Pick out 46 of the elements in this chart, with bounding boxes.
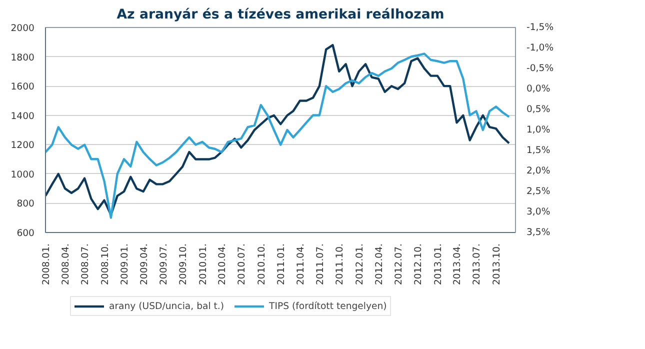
y2-tick-label: 3,5% (526, 227, 550, 238)
y2-tick-label: 0,5% (526, 104, 550, 115)
x-tick-label: 2009.10. (178, 243, 190, 286)
chart-title: Az aranyár és a tízéves amerikai reálhozam (116, 8, 444, 22)
x-tick-label: 2011.01. (276, 243, 288, 286)
y2-tick-label: 1,5% (526, 145, 550, 156)
y2-tick-label: 3,0% (526, 206, 550, 218)
x-tick-label: 2010.07. (236, 243, 248, 286)
x-tick-label: 2009.07. (158, 243, 170, 286)
legend-label: TIPS (fordított tengelyen) (269, 300, 387, 312)
y2-tick-label: -0,5% (526, 63, 554, 74)
x-tick-label: 2009.01. (120, 243, 131, 286)
x-tick-label: 2012.07. (393, 243, 404, 286)
x-tick-label: 2010.04. (217, 243, 228, 286)
y-tick-label: 800 (16, 198, 35, 210)
x-tick-label: 2013.10. (491, 243, 502, 286)
x-tick-label: 2013.04. (452, 243, 464, 286)
x-tick-label: 2008.10. (100, 243, 111, 286)
y-tick-label: 1800 (10, 52, 35, 64)
x-tick-label: 2011.07. (314, 243, 326, 286)
y-tick-label: 2000 (10, 23, 35, 34)
y-tick-label: 600 (16, 228, 35, 239)
x-tick-label: 2011.10. (334, 243, 346, 286)
x-tick-label: 2010.10. (256, 243, 268, 286)
y2-tick-label: 2,5% (526, 186, 550, 197)
x-tick-label: 2013.01. (432, 243, 444, 286)
y2-tick-label: 2,0% (526, 166, 550, 176)
y2-tick-label: -1,5% (526, 22, 554, 33)
y2-tick-label: 1,0% (526, 124, 550, 136)
x-tick-label: 2009.04. (138, 243, 150, 286)
x-tick-label: 2013.07. (472, 243, 483, 286)
y-tick-label: 1000 (10, 169, 35, 180)
y2-tick-label: 0,0% (526, 84, 550, 94)
x-tick-label: 2011.04. (295, 243, 306, 286)
x-tick-label: 2010.01. (198, 243, 209, 286)
y-tick-label: 1200 (10, 140, 35, 152)
legend-label: arany (USD/uncia, bal t.) (109, 300, 224, 312)
y-tick-label: 1600 (10, 82, 35, 93)
y-tick-label: 1400 (10, 110, 35, 122)
x-tick-label: 2008.04. (60, 243, 72, 286)
x-tick-label: 2008.01. (41, 243, 52, 286)
x-tick-label: 2012.10. (413, 243, 424, 286)
x-tick-label: 2012.01. (354, 243, 366, 286)
x-tick-label: 2008.07. (80, 243, 92, 286)
x-tick-label: 2012.04. (374, 243, 385, 286)
y2-tick-label: -1,0% (526, 42, 554, 54)
